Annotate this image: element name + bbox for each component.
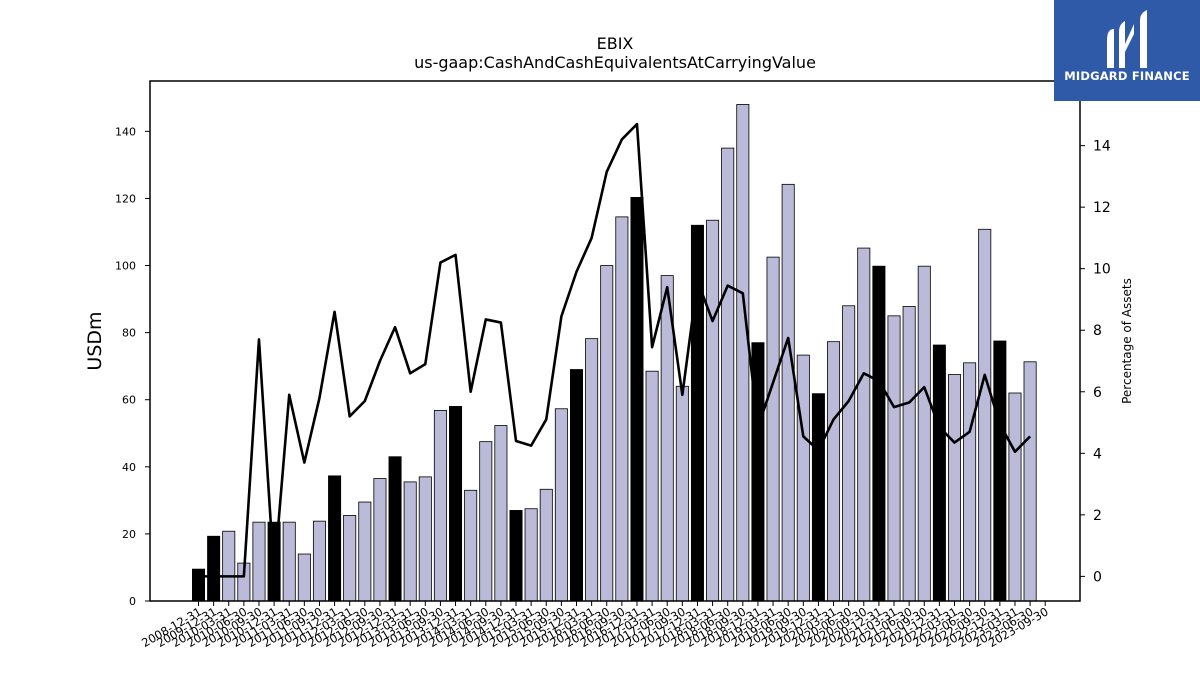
bar-2011-03-31 — [282, 521, 296, 602]
bar-2022-06-30 — [963, 362, 977, 602]
bar-2018-09-30 — [736, 104, 750, 602]
bar-2015-09-30 — [554, 408, 568, 602]
y-axis-label: USDm — [84, 311, 106, 370]
y-tick-label: 60 — [122, 394, 136, 407]
bar-series — [191, 104, 1037, 602]
bar-2010-03-31 — [222, 530, 236, 602]
bar-2019-09-30 — [796, 354, 810, 602]
y2-tick-label: 0 — [1093, 569, 1102, 585]
bar-2011-12-31 — [328, 475, 342, 602]
bar-2011-06-30 — [297, 553, 311, 602]
bar-2018-06-30 — [721, 147, 735, 602]
bar-2020-12-31 — [872, 265, 886, 602]
percentage-of-assets-line — [198, 122, 1032, 578]
bar-2016-12-31 — [630, 197, 644, 602]
bar-2014-12-31 — [509, 510, 523, 602]
bar-2013-03-31 — [403, 481, 417, 602]
plot-frame — [149, 80, 1081, 602]
y2-tick-label: 12 — [1093, 200, 1111, 216]
bar-2015-12-31 — [570, 369, 584, 602]
bar-2017-09-30 — [675, 385, 689, 602]
bar-2021-06-30 — [902, 306, 916, 602]
y2-tick-label: 14 — [1093, 139, 1111, 155]
bar-2018-03-31 — [706, 219, 720, 602]
bar-2020-09-30 — [857, 247, 871, 602]
bar-2013-12-31 — [449, 406, 463, 602]
bar-2022-03-31 — [948, 374, 962, 602]
bar-2009-12-31 — [207, 535, 221, 602]
bar-2017-03-31 — [645, 370, 659, 602]
bar-2022-12-31 — [993, 340, 1007, 602]
bar-2012-03-31 — [343, 515, 357, 602]
y2-tick-label: 10 — [1093, 262, 1111, 278]
bar-2021-12-31 — [932, 344, 946, 602]
y-tick-label: 140 — [115, 125, 136, 138]
bar-2016-03-31 — [585, 338, 599, 602]
y-tick-label: 40 — [122, 461, 136, 474]
x-axis: 2008-12-312009-12-312010-03-312010-06-30… — [139, 601, 1051, 650]
bar-2015-03-31 — [524, 508, 538, 602]
bar-2022-09-30 — [978, 228, 992, 602]
bar-2014-03-31 — [464, 489, 478, 602]
y2-tick-label: 4 — [1093, 446, 1102, 462]
y2-axis-label: Percentage of Assets — [1120, 278, 1134, 404]
y2-tick-label: 2 — [1093, 508, 1102, 524]
line-series — [198, 122, 1032, 578]
bar-2019-06-30 — [781, 183, 795, 602]
bar-2010-09-30 — [252, 521, 266, 602]
bar-2014-09-30 — [494, 425, 508, 602]
bar-2015-06-30 — [539, 488, 553, 602]
y-tick-label: 120 — [115, 192, 136, 205]
bar-2011-09-30 — [312, 520, 326, 602]
bar-2023-06-30 — [1023, 361, 1037, 602]
bar-2020-03-31 — [827, 341, 841, 602]
midgard-m-logo-icon — [1107, 10, 1147, 68]
y-axis-right: 0 2 4 6 8 10 12 14 — [1080, 139, 1111, 585]
y-tick-label: 100 — [115, 260, 136, 273]
bar-2012-09-30 — [373, 478, 387, 602]
bar-2012-06-30 — [358, 501, 372, 602]
y-axis-left: 0 20 40 60 80 100 120 140 — [115, 125, 150, 608]
y-tick-label: 0 — [129, 595, 136, 608]
brand-name: MIDGARD FINANCE — [1064, 69, 1190, 83]
bar-2023-03-31 — [1008, 392, 1022, 602]
bar-2019-03-31 — [766, 256, 780, 602]
bar-2021-03-31 — [887, 315, 901, 602]
bar-2019-12-31 — [811, 393, 825, 602]
bar-2016-09-30 — [615, 216, 629, 602]
chart-subtitle: us-gaap:CashAndCashEquivalentsAtCarrying… — [414, 53, 816, 72]
bar-2013-06-30 — [418, 476, 432, 602]
y2-tick-label: 8 — [1093, 323, 1102, 339]
bar-2021-09-30 — [917, 265, 931, 602]
y-tick-label: 20 — [122, 528, 136, 541]
bar-2012-12-31 — [388, 456, 402, 602]
midgard-finance-logo: MIDGARD FINANCE — [1054, 0, 1200, 101]
y-tick-label: 80 — [122, 327, 136, 340]
bar-2013-09-30 — [433, 410, 447, 602]
bar-2008-12-31 — [191, 568, 205, 602]
y2-tick-label: 6 — [1093, 385, 1102, 401]
chart-title: EBIX — [597, 34, 634, 53]
bar-2016-06-30 — [600, 265, 614, 602]
bar-2020-06-30 — [842, 305, 856, 602]
bar-2014-06-30 — [479, 441, 493, 602]
